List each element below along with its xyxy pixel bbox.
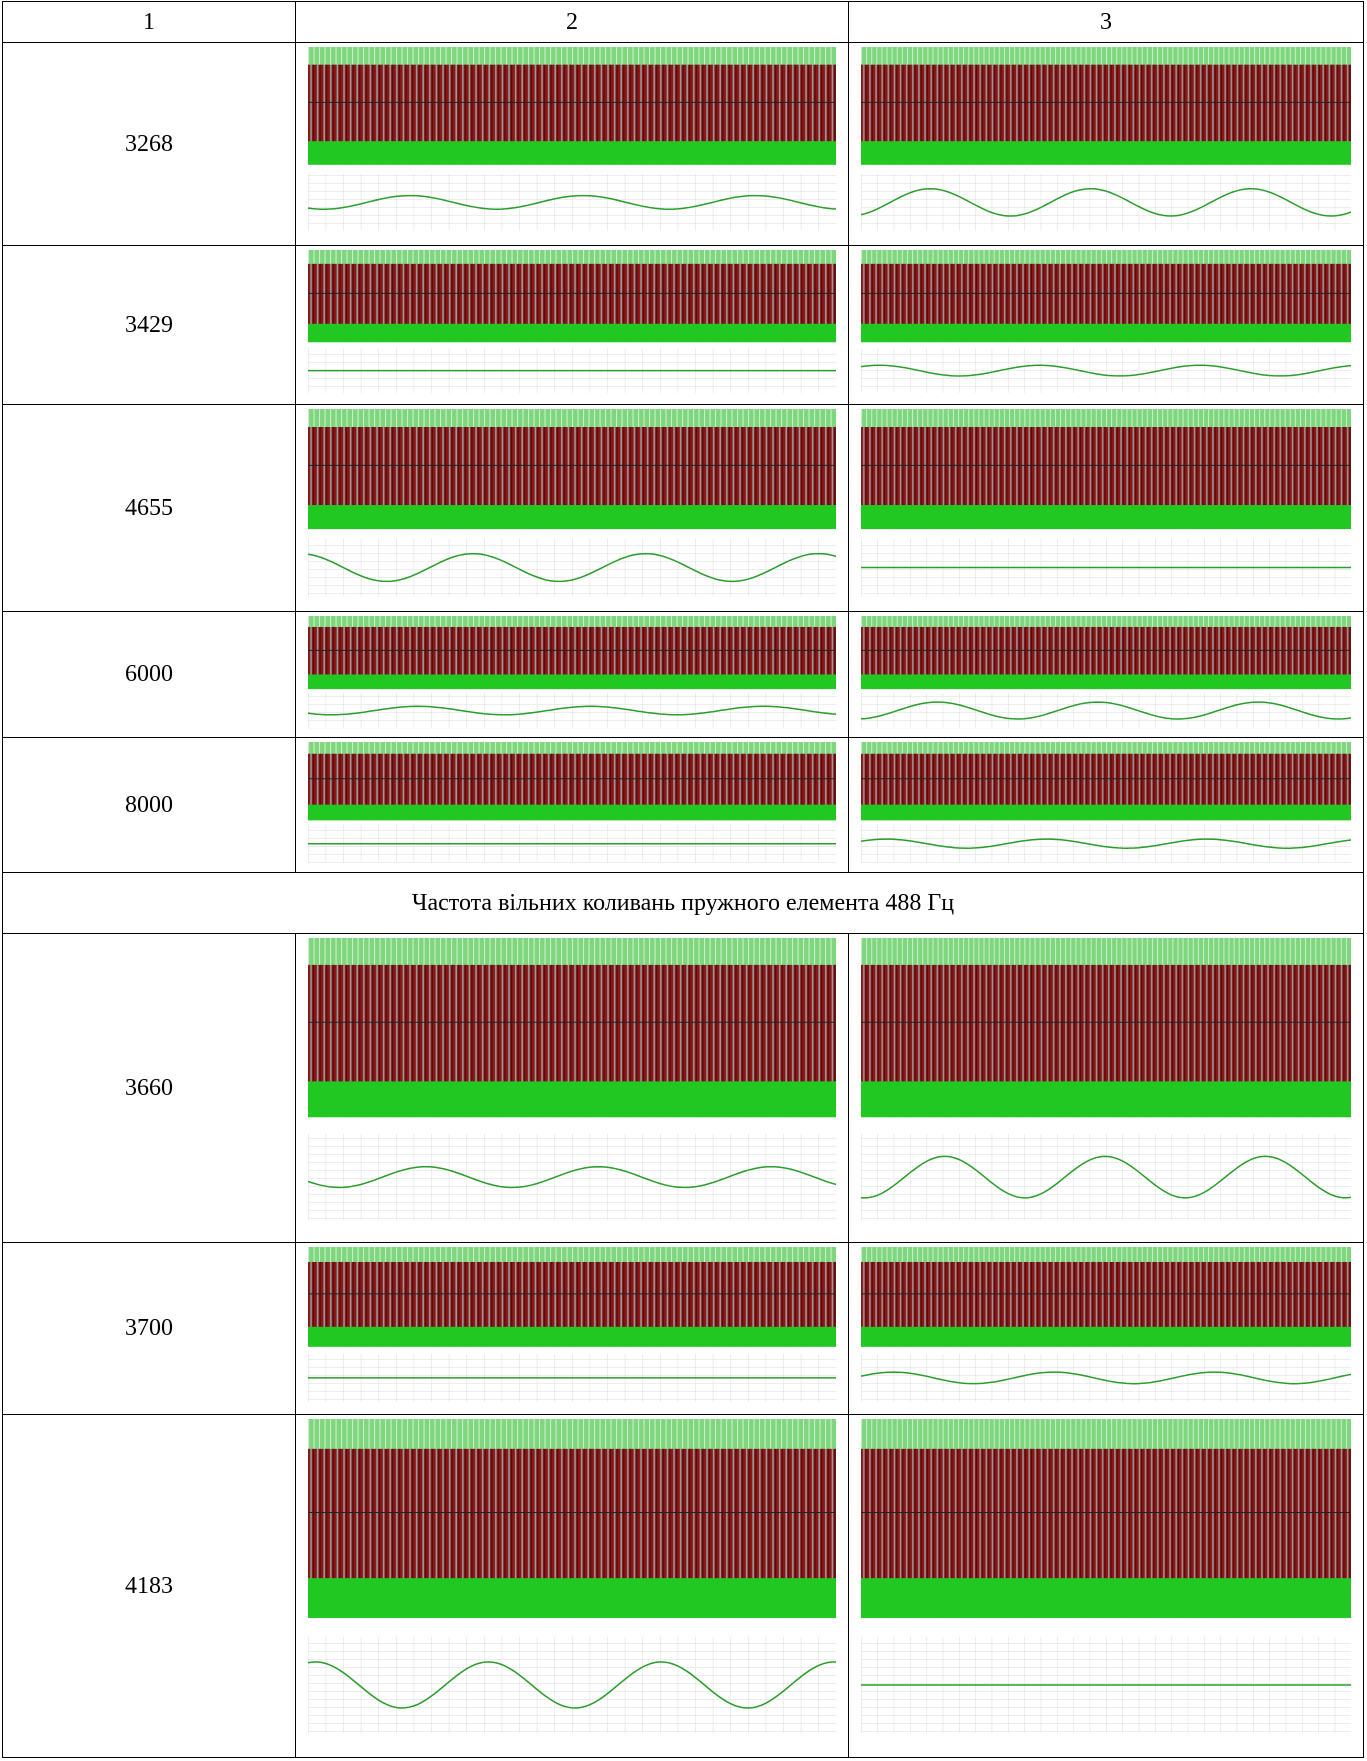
trace-grid: [861, 693, 1351, 728]
image-cell: [296, 405, 849, 612]
signal-band: [308, 1449, 836, 1578]
row-label: 8000: [3, 738, 296, 873]
trace-grid: [861, 348, 1351, 393]
image-cell: [849, 43, 1364, 246]
image-cell: [849, 934, 1364, 1243]
waveform-image: [861, 616, 1351, 732]
data-row: 4655: [3, 405, 1364, 612]
waveform-image: [861, 409, 1351, 606]
image-cell: [849, 612, 1364, 738]
signal-band: [861, 1449, 1351, 1578]
trace-grid: [861, 174, 1351, 231]
image-cell: [849, 405, 1364, 612]
image-cell: [849, 738, 1364, 873]
waveform-image: [861, 47, 1351, 240]
data-row: 8000: [3, 738, 1364, 873]
table-body: 12332683429465560008000Частота вільних к…: [3, 2, 1364, 1758]
row-label: 3700: [3, 1243, 296, 1415]
waveform-image: [308, 1419, 836, 1752]
waveform-image: [308, 250, 836, 399]
waveform-image: [308, 47, 836, 240]
data-row: 6000: [3, 612, 1364, 738]
data-row: 3268: [3, 43, 1364, 246]
signal-band: [308, 427, 836, 505]
waveform-image: [861, 938, 1351, 1237]
trace-grid: [308, 1637, 836, 1733]
signal-band: [308, 965, 836, 1081]
section-cell: Частота вільних коливань пружного елемен…: [3, 873, 1364, 934]
waveform-image: [861, 742, 1351, 867]
header-cell: 1: [3, 2, 296, 43]
header-cell: 2: [296, 2, 849, 43]
image-cell: [296, 1243, 849, 1415]
row-label: 3429: [3, 246, 296, 405]
waveform-image: [308, 616, 836, 732]
image-cell: [296, 612, 849, 738]
section-row: Частота вільних коливань пружного елемен…: [3, 873, 1364, 934]
row-label: 4655: [3, 405, 296, 612]
trace-grid: [308, 1134, 836, 1221]
waveform-image: [308, 938, 836, 1237]
waveform-image: [308, 409, 836, 606]
row-label: 4183: [3, 1415, 296, 1758]
signal-band: [861, 965, 1351, 1081]
waveform-image: [861, 250, 1351, 399]
trace-grid: [308, 174, 836, 231]
waveform-image: [308, 1247, 836, 1409]
image-cell: [296, 246, 849, 405]
image-cell: [296, 934, 849, 1243]
waveform-image: [308, 742, 836, 867]
row-label: 6000: [3, 612, 296, 738]
trace-grid: [308, 693, 836, 728]
data-row: 3700: [3, 1243, 1364, 1415]
header-cell: 3: [849, 2, 1364, 43]
image-cell: [296, 1415, 849, 1758]
row-label: 3660: [3, 934, 296, 1243]
data-row: 4183: [3, 1415, 1364, 1758]
image-cell: [849, 1415, 1364, 1758]
trace-grid: [861, 825, 1351, 863]
signal-band: [308, 65, 836, 142]
row-label: 3268: [3, 43, 296, 246]
signal-band: [861, 65, 1351, 142]
results-table: 12332683429465560008000Частота вільних к…: [2, 1, 1364, 1758]
data-row: 3660: [3, 934, 1364, 1243]
data-row: 3429: [3, 246, 1364, 405]
trace-grid: [861, 1134, 1351, 1221]
image-cell: [296, 738, 849, 873]
signal-band: [861, 427, 1351, 505]
waveform-image: [861, 1247, 1351, 1409]
image-cell: [849, 1243, 1364, 1415]
trace-grid: [308, 539, 836, 597]
image-cell: [296, 43, 849, 246]
image-cell: [849, 246, 1364, 405]
waveform-image: [861, 1419, 1351, 1752]
